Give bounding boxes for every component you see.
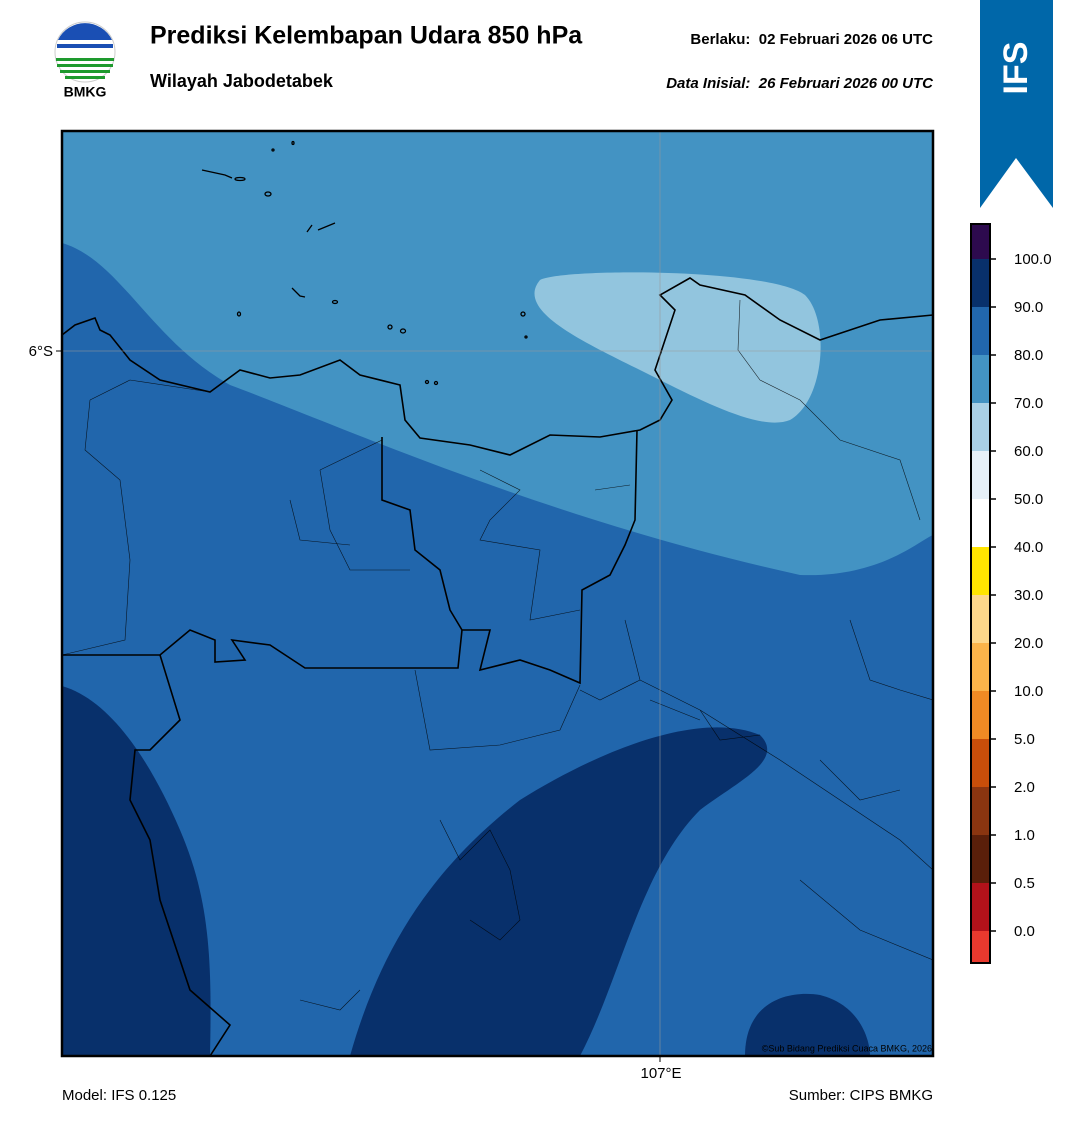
colorbar-label: 10.0 — [1014, 683, 1043, 700]
colorbar-label: 20.0 — [1014, 635, 1043, 652]
map: ©Sub Bidang Prediksi Cuaca BMKG, 2026 — [62, 131, 933, 1056]
source: Sumber: CIPS BMKG — [789, 1087, 933, 1104]
colorbar-segment — [971, 931, 990, 963]
colorbar-segment — [971, 547, 990, 595]
colorbar-segment — [971, 355, 990, 403]
colorbar-segment — [971, 787, 990, 835]
colorbar-label: 70.0 — [1014, 395, 1043, 412]
colorbar-label: 60.0 — [1014, 443, 1043, 460]
colorbar-segment — [971, 883, 990, 931]
colorbar-segment — [971, 307, 990, 355]
colorbar-segment — [971, 835, 990, 883]
colorbar-label: 40.0 — [1014, 539, 1043, 556]
colorbar-label: 80.0 — [1014, 347, 1043, 364]
colorbar-segment — [971, 595, 990, 643]
copyright: ©Sub Bidang Prediksi Cuaca BMKG, 2026 — [762, 1043, 932, 1053]
colorbar-segment — [971, 403, 990, 451]
colorbar: 0.0 0.5 1.0 2.0 5.0 10.0 20.0 30.0 40.0 50.0 60.0 7… — [970, 223, 1052, 964]
colorbar-segment — [971, 259, 990, 307]
model: Model: IFS 0.125 — [62, 1087, 176, 1104]
colorbar-label: 2.0 — [1014, 779, 1035, 796]
subtitle: Wilayah Jabodetabek — [150, 71, 334, 91]
colorbar-segment — [971, 499, 990, 547]
init-time: Data Inisial: 26 Februari 2026 00 UTC — [666, 75, 934, 92]
colorbar-label: 0.5 — [1014, 875, 1035, 892]
colorbar-segment — [971, 739, 990, 787]
lon-label: 107°E — [640, 1065, 681, 1082]
logo: BMKG — [54, 21, 116, 100]
title: Prediksi Kelembapan Udara 850 hPa — [150, 22, 583, 50]
valid-time: Berlaku: 02 Februari 2026 06 UTC — [690, 31, 933, 48]
colorbar-label: 100.0 — [1014, 251, 1052, 268]
colorbar-label: 1.0 — [1014, 827, 1035, 844]
banner-text: IFS — [997, 42, 1035, 95]
colorbar-label: 30.0 — [1014, 587, 1043, 604]
logo-text: BMKG — [64, 84, 107, 100]
map-frame — [60, 129, 935, 1058]
colorbar-segment — [971, 451, 990, 499]
colorbar-label: 50.0 — [1014, 491, 1043, 508]
colorbar-segment — [971, 224, 990, 259]
banner: IFS — [980, 0, 1053, 208]
colorbar-frame — [970, 223, 991, 964]
colorbar-label: 5.0 — [1014, 731, 1035, 748]
colorbar-label: 0.0 — [1014, 923, 1035, 940]
colorbar-segment — [971, 643, 990, 691]
colorbar-label: 90.0 — [1014, 299, 1043, 316]
lat-label: 6°S — [29, 343, 53, 360]
colorbar-segment — [971, 691, 990, 739]
